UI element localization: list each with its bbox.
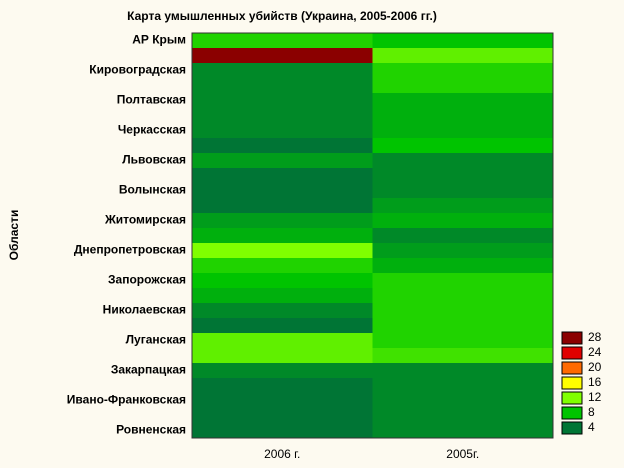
heat-cell: [372, 288, 553, 303]
legend-label: 16: [588, 375, 602, 389]
x-tick-label: 2006 г.: [264, 447, 300, 461]
legend-label: 20: [588, 360, 602, 374]
y-tick-label: Запорожская: [108, 273, 186, 287]
heat-cell: [372, 138, 553, 153]
heat-cell: [192, 123, 373, 138]
heat-cell: [192, 168, 373, 183]
heat-cell: [372, 198, 553, 213]
heat-cell: [192, 408, 373, 423]
heat-cell: [192, 303, 373, 318]
heat-cell: [192, 153, 373, 168]
y-tick-label: Луганская: [126, 333, 186, 347]
legend-swatch: [561, 346, 583, 360]
heat-cell: [372, 153, 553, 168]
heat-cell: [192, 258, 373, 273]
y-tick-label: Ивано-Франковская: [67, 393, 186, 407]
heat-cell: [192, 243, 373, 258]
heat-cell: [192, 63, 373, 78]
heat-cell: [192, 138, 373, 153]
legend-swatch: [561, 361, 583, 375]
x-tick-label: 2005г.: [446, 447, 479, 461]
heat-cell: [372, 168, 553, 183]
y-tick-label: Львовская: [122, 153, 186, 167]
legend-label: 12: [588, 390, 602, 404]
heat-cell: [372, 33, 553, 48]
heat-cell: [372, 108, 553, 123]
y-tick-label: Ровненская: [116, 423, 186, 437]
heat-cell: [192, 393, 373, 408]
heat-cell: [372, 408, 553, 423]
legend-swatch: [561, 331, 583, 345]
y-axis-label: Области: [7, 210, 21, 261]
heat-cell: [192, 228, 373, 243]
legend-swatch: [561, 421, 583, 435]
heat-cell: [372, 123, 553, 138]
y-tick-label: Кировоградская: [89, 63, 186, 77]
heat-cell: [372, 243, 553, 258]
legend-swatch: [561, 391, 583, 405]
y-tick-label: Волынская: [119, 183, 186, 197]
heat-cell: [372, 48, 553, 63]
legend-label: 24: [588, 345, 602, 359]
heat-cell: [192, 348, 373, 363]
heat-cell: [192, 48, 373, 63]
chart-title: Карта умышленных убийств (Украина, 2005-…: [127, 9, 437, 23]
heat-cell: [372, 318, 553, 333]
heat-cell: [192, 93, 373, 108]
heat-cell: [372, 273, 553, 288]
heat-cell: [192, 198, 373, 213]
heat-cell: [192, 333, 373, 348]
heat-cell: [192, 273, 373, 288]
y-tick-label: Полтавская: [117, 93, 186, 107]
heat-cell: [372, 183, 553, 198]
heat-cell: [372, 213, 553, 228]
heat-cell: [192, 378, 373, 393]
heat-cell: [372, 228, 553, 243]
heat-cell: [372, 303, 553, 318]
legend-label: 4: [588, 420, 595, 434]
heat-cell: [372, 378, 553, 393]
legend-label: 8: [588, 405, 595, 419]
heat-cell: [192, 288, 373, 303]
heat-cell: [192, 108, 373, 123]
y-tick-label: Черкасская: [118, 123, 186, 137]
heat-cell: [372, 393, 553, 408]
legend-swatch: [561, 406, 583, 420]
heat-cell: [192, 213, 373, 228]
legend-swatch: [561, 376, 583, 390]
y-tick-label: Николаевская: [103, 303, 186, 317]
heat-cell: [192, 33, 373, 48]
legend-label: 28: [588, 330, 602, 344]
y-tick-label: АР Крым: [132, 33, 186, 47]
plot-border: [191, 32, 554, 439]
heat-cell: [372, 423, 553, 438]
heat-cell: [192, 183, 373, 198]
heat-cell: [372, 63, 553, 78]
y-tick-label: Закарпацкая: [111, 363, 186, 377]
heat-cell: [192, 318, 373, 333]
y-tick-label: Житомирская: [104, 213, 186, 227]
heat-cell: [192, 423, 373, 438]
heat-cell: [372, 258, 553, 273]
y-tick-label: Днепропетровская: [74, 243, 186, 257]
heat-cell: [372, 363, 553, 378]
heat-cell: [372, 93, 553, 108]
heat-cell: [372, 348, 553, 363]
heat-cell: [372, 333, 553, 348]
heat-cell: [372, 78, 553, 93]
heat-cell: [192, 363, 373, 378]
heat-cell: [192, 78, 373, 93]
